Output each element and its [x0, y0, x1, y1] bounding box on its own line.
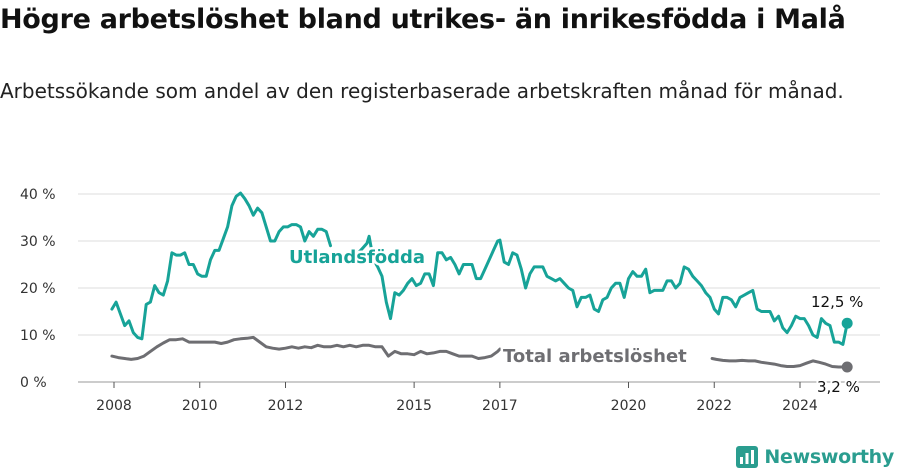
chart-subtitle: Arbetssökande som andel av den registerb… [0, 79, 844, 103]
y-tick-label: 30 % [20, 234, 56, 250]
newsworthy-logo: Newsworthy [736, 446, 894, 468]
brand-name: Newsworthy [764, 446, 894, 468]
series-line-foreign [356, 234, 849, 346]
label-layer: Utlandsfödda Total arbetslöshet 12,5 % 3,2 … [287, 245, 864, 399]
x-tick-label: 2020 [611, 398, 647, 414]
y-tick-label: 40 % [20, 187, 56, 203]
grid-layer [78, 193, 880, 383]
series-label-foreign: Utlandsfödda [289, 247, 425, 268]
x-tick-label: 2008 [96, 398, 132, 414]
x-tick-label: 2012 [268, 398, 304, 414]
chart-title: Högre arbetslöshet bland utrikes- än inr… [0, 4, 846, 35]
y-tick-label: 10 % [20, 328, 56, 344]
x-tick-label: 2017 [482, 398, 518, 414]
end-point-total [841, 361, 853, 373]
x-tick-label: 2015 [396, 398, 432, 414]
series-line-total [710, 357, 849, 369]
end-value-total: 3,2 % [817, 378, 860, 396]
series-layer [110, 191, 853, 373]
y-tick-label: 20 % [20, 281, 56, 297]
y-tick-label: 0 % [20, 375, 47, 391]
x-tick-label: 2010 [182, 398, 218, 414]
bar-chart-icon [736, 446, 759, 468]
x-tick-label: 2024 [782, 398, 818, 414]
end-value-foreign: 12,5 % [811, 293, 863, 311]
series-line-foreign [110, 191, 332, 341]
series-line-total [110, 335, 502, 361]
axis-layer: 0 % 10 % 20 % 30 % 40 % 2008 2010 2012 2015 2017 2… [20, 187, 818, 414]
x-tick-label: 2022 [696, 398, 732, 414]
series-label-total: Total arbetslöshet [503, 346, 687, 367]
end-point-foreign [841, 317, 853, 329]
